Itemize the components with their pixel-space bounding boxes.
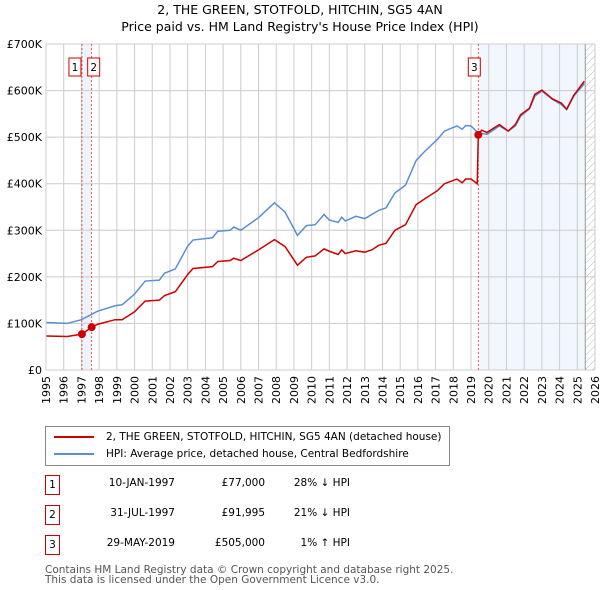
x-tick-label: 2026 [589,376,600,404]
x-tick-label: 2017 [430,376,443,404]
x-tick-label: 2006 [235,376,248,404]
x-tick-label: 2005 [217,376,230,404]
sale-point [77,330,86,339]
sale-price: £91,995 [221,507,265,519]
x-tick-label: 2020 [483,376,496,404]
x-tick-label: 2012 [341,376,354,404]
sale-price: £505,000 [214,537,265,549]
x-tick-label: 2002 [164,376,177,404]
footer-copyright: Contains HM Land Registry data © Crown c… [45,564,454,576]
sale-marker-label: 1 [45,475,60,495]
sale-marker-label: 3 [45,535,60,555]
sale-hpi-diff: 28% ↓ HPI [293,477,350,489]
sale-row-3: 3 29-MAY-2019 £505,000 1% ↑ HPI [45,535,465,555]
sale-price: £77,000 [221,477,265,489]
x-tick-label: 1999 [111,376,124,404]
x-tick-label: 2014 [376,376,389,404]
x-tick-label: 2004 [199,376,212,404]
sale-marker-box [87,57,101,77]
legend-label: 2, THE GREEN, STOTFOLD, HITCHIN, SG5 4AN… [106,431,442,443]
x-tick-label: 2024 [554,376,567,404]
legend-swatch [54,436,94,438]
x-tick-label: 2009 [288,376,301,404]
footer-licence: This data is licensed under the Open Gov… [45,574,380,586]
sale-date: 31-JUL-1997 [110,507,175,519]
chart-title: 2, THE GREEN, STOTFOLD, HITCHIN, SG5 4AN [157,2,443,17]
y-tick-label: £200K [7,271,43,284]
sale-marker-label: 2 [90,62,97,74]
chart-subtitle: Price paid vs. HM Land Registry's House … [121,19,479,34]
x-tick-label: 1996 [58,376,71,404]
sale-row-1: 1 10-JAN-1997 £77,000 28% ↓ HPI [45,475,465,495]
price-paid-line [45,80,585,338]
sale-point [87,323,96,332]
x-tick-label: 2023 [536,376,549,404]
legend-swatch [54,453,94,455]
sale-date: 29-MAY-2019 [106,537,175,549]
sale-hpi-diff: 1% ↑ HPI [300,537,350,549]
y-tick-label: £0 [28,364,42,377]
x-tick-label: 2018 [447,376,460,404]
y-tick-label: £400K [7,178,43,191]
y-tick-label: £100K [7,317,43,330]
legend-item-hpi: HPI: Average price, detached house, Cent… [46,446,409,462]
sale-period-shade [81,44,92,370]
sale-marker-label: 2 [45,505,60,525]
x-tick-label: 2007 [253,376,266,404]
x-tick-label: 2008 [270,376,283,404]
x-tick-label: 2025 [571,376,584,404]
legend-item-property: 2, THE GREEN, STOTFOLD, HITCHIN, SG5 4AN… [46,429,441,445]
legend: 2, THE GREEN, STOTFOLD, HITCHIN, SG5 4AN… [45,426,450,466]
legend-label: HPI: Average price, detached house, Cent… [106,448,409,460]
sale-marker-label: 3 [471,62,478,74]
x-tick-label: 2021 [500,376,513,404]
x-tick-label: 2000 [129,376,142,404]
x-tick-label: 2013 [359,376,372,404]
x-tick-label: 2019 [465,376,478,404]
x-tick-label: 2010 [306,376,319,404]
x-tick-label: 2001 [146,376,159,404]
sale-marker-box [467,57,481,77]
sale-hpi-diff: 21% ↓ HPI [293,507,350,519]
y-tick-label: £500K [7,131,43,144]
y-tick-label: £700K [7,38,43,51]
x-tick-label: 2016 [412,376,425,404]
y-tick-label: £600K [7,85,43,98]
sale-point [474,130,483,139]
x-tick-label: 2003 [182,376,195,404]
x-tick-label: 2022 [518,376,531,404]
x-tick-label: 1998 [93,376,106,404]
post-sale-shade [478,44,586,370]
x-tick-label: 1995 [40,376,53,404]
x-tick-label: 2015 [394,376,407,404]
sale-marker-box [68,57,82,77]
sale-marker-label: 1 [72,62,79,74]
x-tick-label: 1997 [75,376,88,404]
plot-area: 1 2 3 1995 1996 1997 1998 1999 2000 2001 2002 2003 2… [7,38,600,404]
sale-row-2: 2 31-JUL-1997 £91,995 21% ↓ HPI [45,505,465,525]
sale-date: 10-JAN-1997 [108,477,175,489]
y-tick-label: £300K [7,224,43,237]
forecast-hatch [585,44,595,370]
x-tick-label: 2011 [323,376,336,404]
